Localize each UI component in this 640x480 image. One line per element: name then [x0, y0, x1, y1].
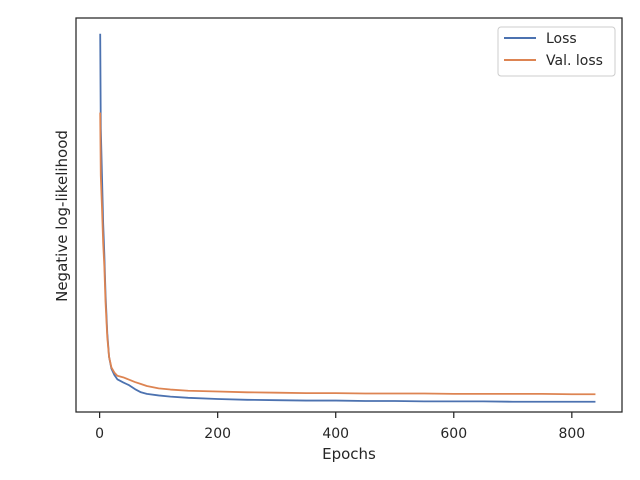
y-axis-label: Negative log-likelihood — [53, 130, 71, 302]
x-tick-label: 0 — [95, 426, 104, 442]
legend: Loss Val. loss — [497, 26, 616, 77]
legend-box — [497, 26, 616, 77]
x-tick-label: 400 — [322, 426, 349, 442]
legend-label-val-loss: Val. loss — [546, 53, 603, 69]
series-line-val-loss — [99, 112, 596, 396]
series-layer — [99, 33, 596, 403]
x-tick-label: 200 — [204, 426, 231, 442]
legend-label-loss: Loss — [546, 31, 577, 47]
x-axis-label: Epochs — [322, 445, 376, 463]
x-tick-label: 800 — [558, 426, 585, 442]
x-ticks: 0 200 400 600 800 — [95, 412, 585, 442]
x-tick-label: 600 — [440, 426, 467, 442]
plot-frame — [75, 17, 623, 413]
